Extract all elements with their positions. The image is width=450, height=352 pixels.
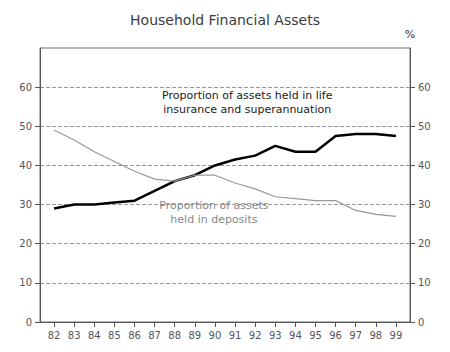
svg-text:96: 96 [329, 330, 342, 341]
svg-text:86: 86 [128, 330, 141, 341]
svg-text:60: 60 [19, 82, 32, 93]
svg-text:50: 50 [418, 121, 431, 132]
svg-text:30: 30 [418, 199, 431, 210]
svg-text:98: 98 [369, 330, 382, 341]
svg-text:82: 82 [48, 330, 61, 341]
svg-text:Proportion of assets: Proportion of assets [159, 199, 269, 212]
svg-text:97: 97 [349, 330, 362, 341]
svg-text:0: 0 [418, 317, 424, 328]
svg-text:84: 84 [88, 330, 101, 341]
svg-text:83: 83 [68, 330, 81, 341]
svg-text:50: 50 [19, 121, 32, 132]
svg-text:90: 90 [209, 330, 222, 341]
svg-text:99: 99 [390, 330, 403, 341]
svg-text:20: 20 [19, 238, 32, 249]
svg-text:40: 40 [19, 160, 32, 171]
svg-text:Household Financial Assets: Household Financial Assets [130, 12, 320, 28]
svg-text:10: 10 [418, 277, 431, 288]
svg-text:89: 89 [188, 330, 201, 341]
svg-text:87: 87 [148, 330, 161, 341]
svg-text:0: 0 [26, 317, 32, 328]
svg-text:30: 30 [19, 199, 32, 210]
svg-text:93: 93 [269, 330, 282, 341]
svg-text:40: 40 [418, 160, 431, 171]
svg-text:91: 91 [229, 330, 242, 341]
svg-text:95: 95 [309, 330, 322, 341]
svg-text:Proportion of assets held in l: Proportion of assets held in life [162, 89, 333, 102]
svg-text:20: 20 [418, 238, 431, 249]
svg-text:85: 85 [108, 330, 121, 341]
svg-text:60: 60 [418, 82, 431, 93]
svg-text:insurance and superannuation: insurance and superannuation [163, 103, 331, 116]
svg-text:10: 10 [19, 277, 32, 288]
svg-text:92: 92 [249, 330, 262, 341]
svg-text:94: 94 [289, 330, 302, 341]
svg-text:88: 88 [168, 330, 181, 341]
svg-text:held in deposits: held in deposits [170, 213, 257, 226]
svg-text:%: % [405, 28, 415, 41]
